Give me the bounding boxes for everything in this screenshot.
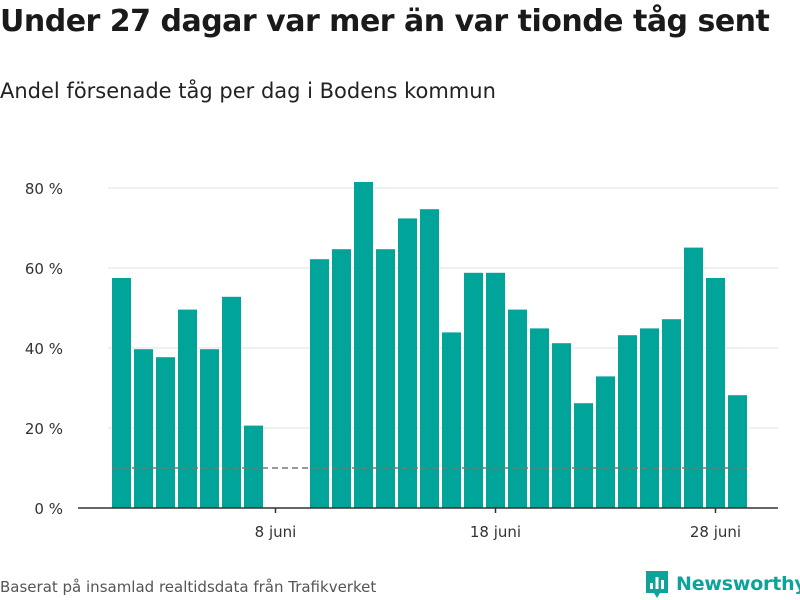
bar — [420, 209, 439, 508]
y-tick-label: 40 % — [25, 340, 63, 358]
bar — [354, 182, 373, 508]
bar — [156, 357, 175, 508]
x-tick-label: 28 juni — [690, 523, 741, 541]
brand-logo: Newsworthy — [644, 569, 800, 599]
bar — [398, 218, 417, 508]
y-tick-label: 0 % — [34, 500, 63, 518]
bar — [684, 247, 703, 508]
bar — [134, 349, 153, 508]
chart-subtitle: Andel försenade tåg per dag i Bodens kom… — [0, 79, 496, 103]
bar — [442, 332, 461, 508]
bar — [662, 319, 681, 508]
bar — [618, 335, 637, 508]
bar — [530, 328, 549, 508]
chart-title: Under 27 dagar var mer än var tionde tåg… — [0, 4, 770, 39]
bar — [728, 395, 747, 508]
bar — [508, 309, 527, 508]
newsworthy-logo-icon — [646, 571, 668, 598]
bar — [464, 272, 483, 508]
bar — [486, 272, 505, 508]
bar — [376, 249, 395, 508]
bar — [200, 349, 219, 508]
bar — [112, 278, 131, 508]
bar — [574, 403, 593, 508]
y-tick-label: 20 % — [25, 420, 63, 438]
brand-name: Newsworthy — [676, 573, 800, 595]
x-tick-label: 18 juni — [470, 523, 521, 541]
x-tick-label: 8 juni — [255, 523, 297, 541]
bar — [596, 376, 615, 508]
bar — [178, 309, 197, 508]
source-note: Baserat på insamlad realtidsdata från Tr… — [0, 578, 377, 596]
bar — [244, 425, 263, 508]
y-tick-label: 80 % — [25, 180, 63, 198]
bar — [706, 278, 725, 508]
bar — [640, 328, 659, 508]
bar — [332, 249, 351, 508]
bar — [222, 296, 241, 508]
bar — [310, 259, 329, 508]
bar — [552, 343, 571, 508]
y-tick-label: 60 % — [25, 260, 63, 278]
